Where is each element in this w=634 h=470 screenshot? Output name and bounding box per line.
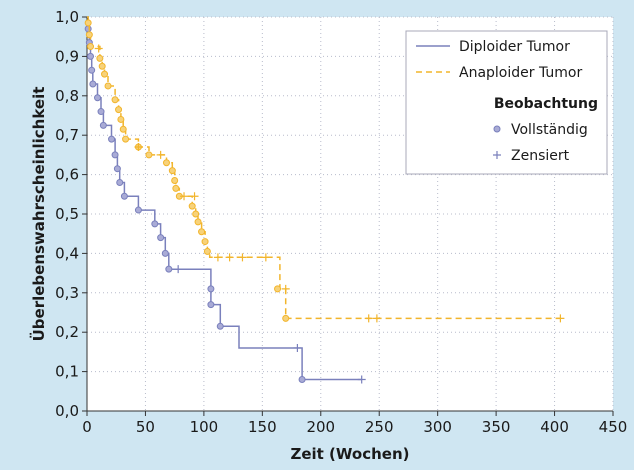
x-tick-label: 200 [306, 418, 335, 436]
y-tick-label: 0,8 [55, 87, 79, 105]
event-marker [116, 178, 124, 186]
event-marker [85, 31, 93, 39]
event-marker [165, 265, 173, 273]
event-marker [94, 94, 102, 102]
x-tick-label: 300 [423, 418, 452, 436]
event-marker [134, 206, 142, 214]
event-marker [194, 218, 202, 226]
event-marker [172, 184, 180, 192]
y-tick-label: 0,1 [55, 363, 79, 381]
event-marker [87, 43, 95, 51]
event-marker [108, 135, 116, 143]
y-tick-label: 0,3 [55, 284, 79, 302]
x-tick-label: 100 [190, 418, 219, 436]
y-tick-label: 0,5 [55, 205, 79, 223]
event-marker [89, 80, 97, 88]
x-tick-label: 400 [540, 418, 569, 436]
legend-label-anaploid: Anaploider Tumor [459, 65, 582, 81]
event-marker [203, 247, 211, 255]
censor-marker [281, 284, 290, 293]
censor-marker [293, 343, 302, 352]
censor-marker [225, 253, 234, 262]
event-marker [115, 106, 123, 114]
event-marker [162, 159, 170, 167]
event-marker [111, 96, 119, 104]
event-marker [122, 135, 130, 143]
event-marker [298, 375, 306, 383]
x-axis-title: Zeit (Wochen) [290, 445, 409, 463]
event-marker [201, 238, 209, 246]
censor-marker [213, 253, 222, 262]
x-tick-label: 350 [482, 418, 511, 436]
event-marker [117, 115, 125, 123]
legend-censored-label: Zensiert [511, 148, 570, 164]
event-marker [274, 285, 282, 293]
event-marker [111, 151, 119, 159]
censor-marker [134, 143, 143, 152]
event-marker [198, 228, 206, 236]
censor-marker [156, 150, 165, 159]
censor-marker [174, 265, 183, 274]
censor-marker [556, 314, 565, 323]
y-tick-label: 0,7 [55, 126, 79, 144]
censor-marker [94, 44, 103, 53]
x-tick-label: 250 [365, 418, 394, 436]
event-marker [188, 202, 196, 210]
y-tick-label: 0,6 [55, 166, 79, 184]
event-marker [207, 301, 215, 309]
y-tick-label: 0,2 [55, 323, 79, 341]
legend-box [405, 30, 608, 175]
event-marker [96, 54, 104, 62]
event-marker [120, 192, 128, 200]
event-marker [157, 234, 165, 242]
event-marker [87, 52, 95, 60]
y-tick-label: 0,4 [55, 244, 79, 262]
event-marker [171, 177, 179, 185]
event-marker [88, 66, 96, 74]
event-marker [101, 70, 109, 78]
legend: Diploider Tumor Anaploider Tumor Beobach… [405, 30, 608, 175]
event-marker [151, 220, 159, 228]
event-marker [84, 19, 92, 27]
legend-observation-title: Beobachtung [494, 96, 598, 112]
event-marker [282, 314, 290, 322]
series-layer [84, 16, 565, 384]
event-marker [99, 121, 107, 129]
censor-marker [261, 253, 270, 262]
event-marker [84, 25, 92, 33]
x-tick-label: 50 [136, 418, 155, 436]
event-marker [98, 62, 106, 70]
censor-marker [180, 192, 189, 201]
censor-marker [357, 375, 366, 384]
legend-label-diploid: Diploider Tumor [459, 39, 570, 55]
censor-marker [238, 253, 247, 262]
event-marker [168, 167, 176, 175]
censor-marker [364, 314, 373, 323]
y-tick-label: 0,0 [55, 402, 79, 420]
event-marker [207, 285, 215, 293]
censor-marker [372, 314, 381, 323]
event-marker [119, 125, 127, 133]
event-marker [113, 165, 121, 173]
x-tick-label: 450 [599, 418, 628, 436]
event-marker [97, 108, 105, 116]
axes: 0 50 100 150 200 250 300 350 400 450 0,0 0,1 0,2 0,3 0… [55, 8, 627, 436]
censor-marker [190, 192, 199, 201]
event-marker [161, 249, 169, 257]
legend-censored-marker [493, 151, 501, 159]
event-marker [145, 151, 153, 159]
x-tick-label: 0 [82, 418, 92, 436]
y-tick-label: 1,0 [55, 8, 79, 26]
legend-complete-label: Vollständig [511, 122, 588, 138]
event-marker [216, 322, 224, 330]
legend-complete-marker [493, 125, 501, 133]
x-tick-label: 150 [248, 418, 277, 436]
y-tick-label: 0,9 [55, 47, 79, 65]
event-marker [192, 210, 200, 218]
y-axis-title: Überlebenswahrscheinlichkeit [29, 87, 48, 342]
event-marker [104, 82, 112, 90]
